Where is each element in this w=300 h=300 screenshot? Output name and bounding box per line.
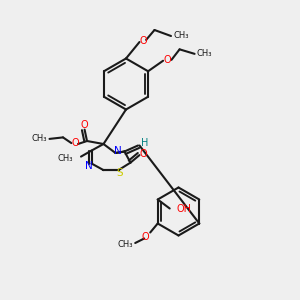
Text: CH₃: CH₃ — [173, 32, 189, 40]
Text: O: O — [164, 55, 171, 65]
Text: CH₃: CH₃ — [197, 49, 212, 58]
Text: N: N — [85, 161, 93, 171]
Text: O: O — [139, 148, 147, 159]
Text: O: O — [142, 232, 149, 242]
Text: CH₃: CH₃ — [117, 240, 133, 249]
Text: N: N — [114, 146, 122, 156]
Text: S: S — [117, 168, 123, 178]
Text: CH₃: CH₃ — [32, 134, 47, 143]
Text: O: O — [71, 138, 79, 148]
Text: O: O — [139, 35, 147, 46]
Text: CH₃: CH₃ — [58, 154, 74, 163]
Text: OH: OH — [176, 203, 191, 214]
Text: O: O — [80, 120, 88, 130]
Text: H: H — [141, 137, 148, 148]
